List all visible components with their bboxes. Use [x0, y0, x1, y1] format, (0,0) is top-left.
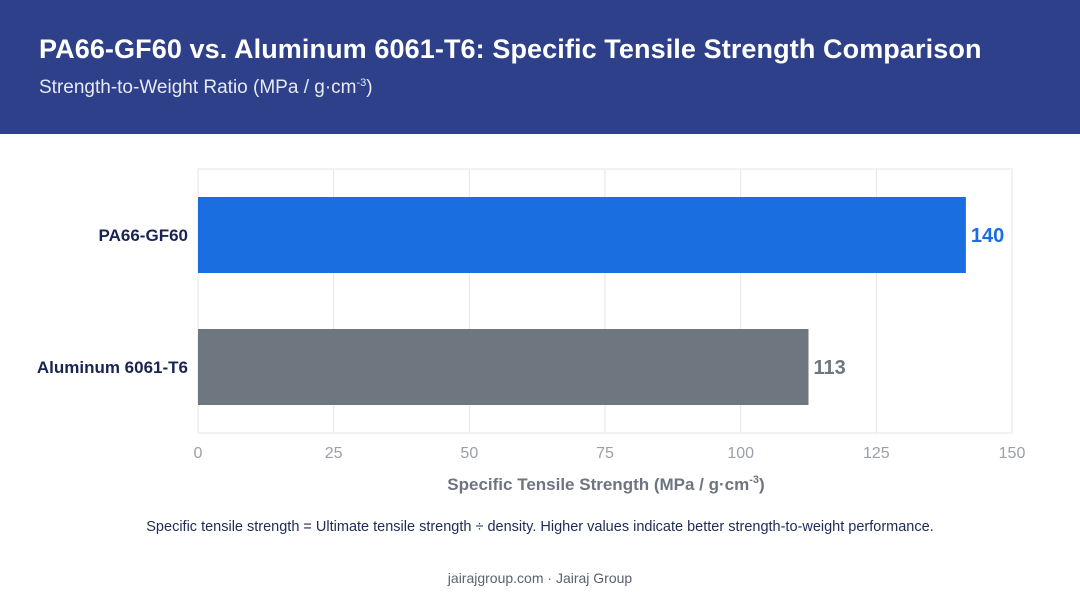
x-axis-label-superscript: -3	[749, 474, 759, 486]
bar-pa66-gf60	[198, 197, 966, 273]
footnote: Specific tensile strength = Ultimate ten…	[146, 519, 934, 535]
x-tick-label: 0	[194, 445, 203, 462]
x-tick-label: 75	[596, 445, 614, 462]
x-tick-label: 25	[325, 445, 343, 462]
x-tick-label: 100	[727, 445, 754, 462]
x-tick-label: 125	[863, 445, 890, 462]
x-tick-label: 150	[999, 445, 1026, 462]
x-tick-labels: 0 25 50 75 100 125 150	[194, 445, 1026, 462]
bars: PA66-GF60 140 Aluminum 6061-T6 113	[37, 197, 1004, 405]
subtitle-superscript: -3	[356, 77, 367, 89]
bar-aluminum-6061-t6	[198, 329, 809, 405]
page-subtitle: Strength-to-Weight Ratio (MPa / g·cm-3)	[39, 77, 373, 99]
page-title: PA66-GF60 vs. Aluminum 6061-T6: Specific…	[39, 34, 982, 64]
x-axis-label-text: Specific Tensile Strength (MPa / g·cm	[447, 475, 749, 494]
source-credit: jairajgroup.com · Jairaj Group	[447, 570, 633, 586]
category-label: PA66-GF60	[99, 226, 188, 245]
category-label: Aluminum 6061-T6	[37, 358, 188, 377]
subtitle-end: )	[366, 77, 373, 98]
value-label: 140	[971, 225, 1004, 247]
x-axis-label-end: )	[759, 475, 765, 494]
header-banner: PA66-GF60 vs. Aluminum 6061-T6: Specific…	[0, 0, 1080, 134]
value-label: 113	[814, 357, 846, 379]
bar-chart: PA66-GF60 140 Aluminum 6061-T6 113 0 25 50 75 1…	[37, 168, 1026, 494]
x-axis-label: Specific Tensile Strength (MPa / g·cm-3)	[447, 474, 764, 494]
subtitle-text: Strength-to-Weight Ratio (MPa / g·cm	[39, 77, 357, 98]
x-tick-label: 50	[460, 445, 478, 462]
